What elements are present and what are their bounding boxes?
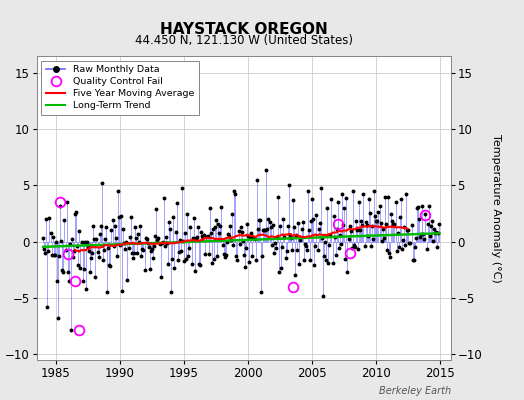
- Y-axis label: Temperature Anomaly (°C): Temperature Anomaly (°C): [490, 134, 500, 282]
- Text: 44.450 N, 121.130 W (United States): 44.450 N, 121.130 W (United States): [135, 34, 353, 47]
- Text: Berkeley Earth: Berkeley Earth: [378, 386, 451, 396]
- Text: HAYSTACK OREGON: HAYSTACK OREGON: [160, 22, 328, 37]
- Legend: Raw Monthly Data, Quality Control Fail, Five Year Moving Average, Long-Term Tren: Raw Monthly Data, Quality Control Fail, …: [41, 61, 199, 115]
